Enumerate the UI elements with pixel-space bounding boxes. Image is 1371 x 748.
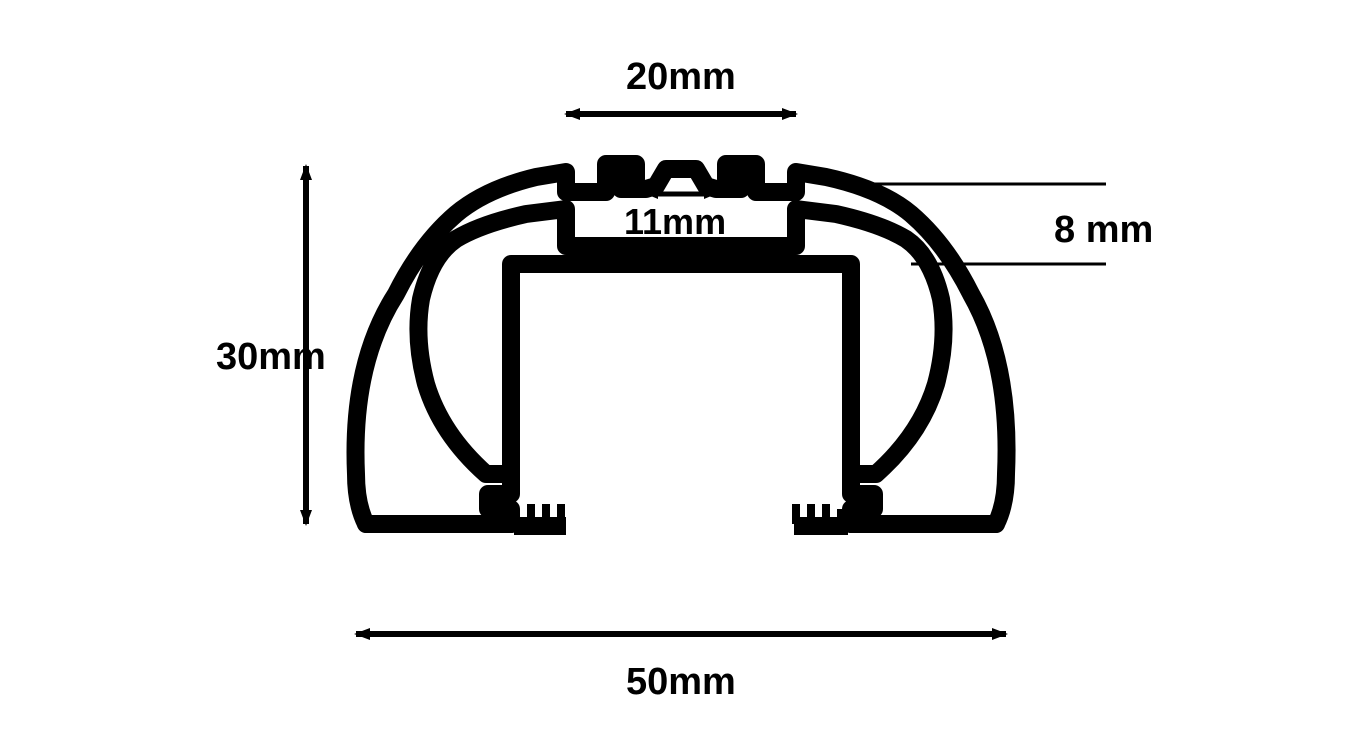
width-50-label: 50mm [626,661,736,703]
height-dimension-30mm: 30mm [216,166,326,524]
technical-diagram: 30mm 50mm 20mm 11mm 8 mm [136,34,1236,714]
lip-8-label: 8 mm [1054,209,1153,251]
gap-dimension-11mm: 11mm [624,194,726,242]
gap-11-label: 11mm [624,201,726,242]
diagram-svg: 30mm 50mm 20mm 11mm 8 mm [136,34,1236,714]
top-dimension-20mm: 20mm [566,56,796,114]
height-30-label: 30mm [216,336,326,378]
top-20-label: 20mm [626,56,736,98]
width-dimension-50mm: 50mm [356,634,1006,703]
